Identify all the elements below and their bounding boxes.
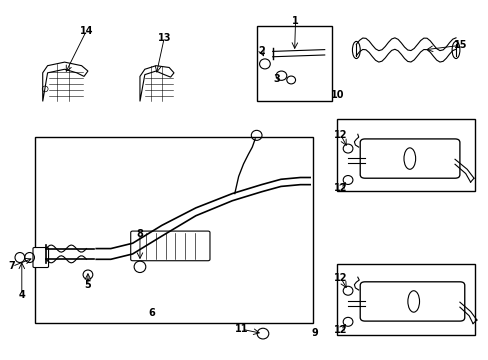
Text: 14: 14 — [80, 26, 93, 36]
Text: 5: 5 — [84, 280, 91, 291]
FancyBboxPatch shape — [130, 231, 209, 261]
FancyBboxPatch shape — [360, 282, 464, 321]
Text: 6: 6 — [148, 308, 155, 318]
Polygon shape — [140, 66, 174, 102]
Text: 4: 4 — [19, 290, 25, 300]
Text: 12: 12 — [333, 273, 347, 283]
Text: 9: 9 — [311, 328, 318, 338]
Text: 1: 1 — [292, 16, 298, 26]
FancyBboxPatch shape — [360, 139, 459, 178]
Bar — [336, 119, 474, 191]
FancyBboxPatch shape — [33, 248, 48, 267]
Text: 12: 12 — [333, 325, 347, 335]
Bar — [35, 137, 312, 323]
Text: 12: 12 — [333, 130, 347, 140]
Text: 10: 10 — [330, 90, 344, 100]
Text: 15: 15 — [453, 40, 466, 50]
Text: 8: 8 — [136, 229, 143, 239]
Text: 7: 7 — [9, 261, 16, 271]
Bar — [256, 26, 331, 102]
Text: 3: 3 — [273, 74, 280, 84]
Text: 12: 12 — [333, 183, 347, 193]
Polygon shape — [42, 62, 88, 102]
Text: 13: 13 — [157, 33, 171, 43]
Text: 2: 2 — [258, 46, 264, 56]
Text: 11: 11 — [235, 324, 248, 334]
Bar — [336, 264, 474, 336]
